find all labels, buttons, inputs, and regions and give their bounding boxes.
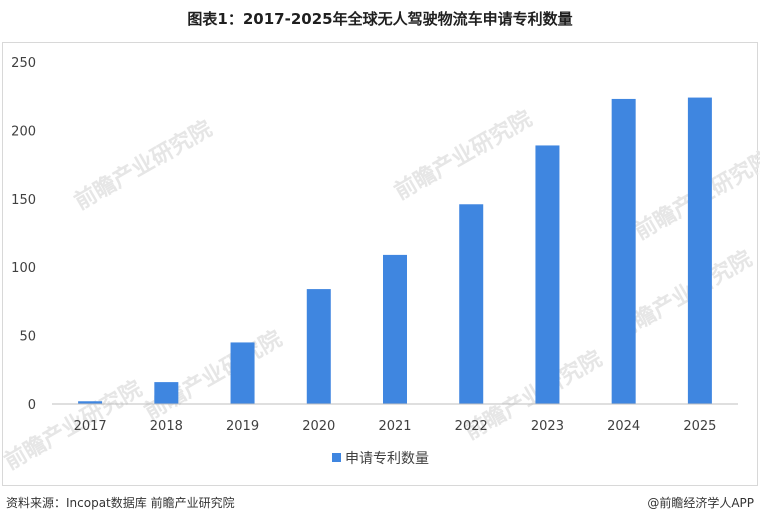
x-tick-label: 2020 bbox=[302, 419, 335, 434]
y-tick-label: 100 bbox=[11, 261, 36, 276]
y-axis: 0 50 100 150 200 250 bbox=[11, 56, 36, 413]
y-tick-label: 250 bbox=[11, 56, 36, 71]
y-tick-label: 150 bbox=[11, 193, 36, 208]
legend-label: 申请专利数量 bbox=[345, 451, 429, 467]
x-tick-label: 2023 bbox=[531, 419, 564, 434]
legend-swatch bbox=[332, 453, 341, 462]
watermark-text: 前瞻产业研究院 bbox=[390, 106, 536, 206]
x-tick-label: 2021 bbox=[378, 419, 411, 434]
brand-credit: @前瞻经济学人APP bbox=[647, 496, 754, 510]
y-tick-label: 0 bbox=[28, 398, 36, 413]
bar-2021 bbox=[383, 254, 407, 404]
y-tick-label: 200 bbox=[11, 124, 36, 139]
bar-2022 bbox=[459, 204, 484, 404]
x-tick-label: 2024 bbox=[607, 419, 640, 434]
watermark-text: 前瞻产业研究院 bbox=[140, 326, 286, 426]
bar-2023 bbox=[535, 145, 560, 404]
source-note: 资料来源：Incopat数据库 前瞻产业研究院 bbox=[6, 496, 235, 510]
x-tick-label: 2025 bbox=[683, 419, 716, 434]
chart-title: 图表1：2017-2025年全球无人驾驶物流车申请专利数量 bbox=[187, 10, 573, 28]
x-axis: 2017 2018 2019 2020 2021 2022 2023 2024 2025 bbox=[52, 403, 738, 434]
x-tick-label: 2022 bbox=[455, 419, 488, 434]
bars-group bbox=[78, 97, 712, 405]
bar-2019 bbox=[230, 342, 255, 404]
bar-2017 bbox=[78, 401, 103, 404]
x-tick-label: 2019 bbox=[226, 419, 259, 434]
x-tick-label: 2018 bbox=[150, 419, 183, 434]
bar-2020 bbox=[306, 289, 331, 404]
y-tick-label: 50 bbox=[19, 330, 36, 345]
x-tick-label: 2017 bbox=[74, 419, 107, 434]
bar-2024 bbox=[611, 98, 636, 404]
legend: 申请专利数量 bbox=[332, 451, 429, 467]
watermark-text: 前瞻产业研究院 bbox=[70, 116, 216, 216]
bar-2018 bbox=[154, 382, 179, 404]
bar-2025 bbox=[687, 97, 712, 405]
